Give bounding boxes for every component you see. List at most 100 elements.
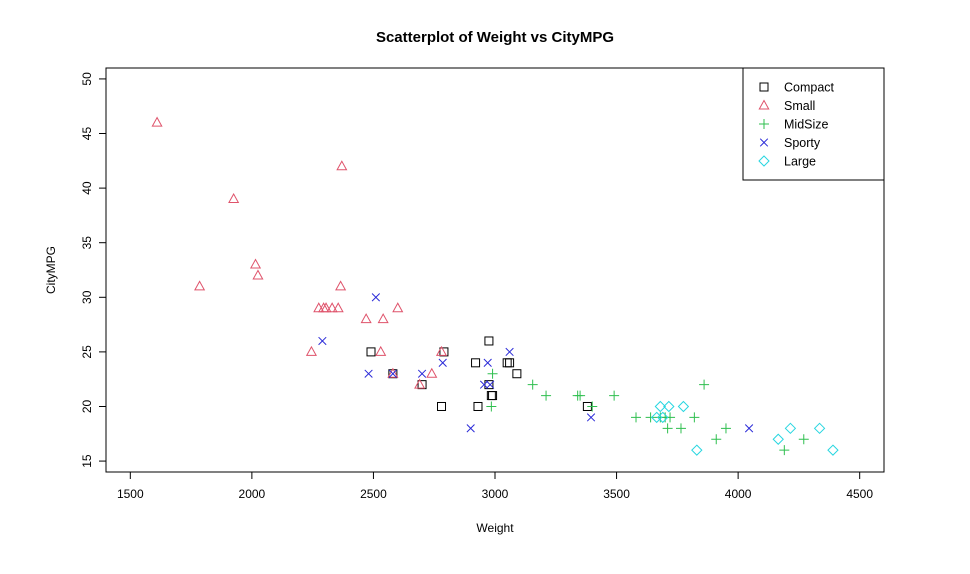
point-midsize — [675, 423, 686, 434]
point-midsize — [631, 412, 642, 423]
point-small — [228, 192, 240, 204]
point-large — [663, 400, 675, 413]
point-large — [654, 400, 667, 413]
y-tick-label: 30 — [80, 290, 94, 304]
y-tick-label: 15 — [80, 454, 94, 468]
y-axis: 15 20 25 30 35 40 45 50 — [80, 72, 107, 468]
point-compact — [471, 358, 481, 368]
point-small — [320, 302, 332, 313]
point-compact — [488, 391, 498, 401]
point-small — [252, 269, 264, 280]
point-compact — [473, 401, 483, 411]
point-large — [657, 411, 669, 424]
point-midsize — [720, 423, 731, 434]
point-compact — [505, 358, 515, 368]
point-small — [332, 302, 344, 313]
point-sporty — [744, 424, 754, 433]
point-compact — [366, 347, 376, 357]
x-tick-label: 2500 — [360, 487, 387, 501]
point-sporty — [371, 293, 381, 302]
point-small — [435, 345, 448, 356]
point-midsize — [575, 390, 586, 401]
point-midsize — [487, 368, 498, 379]
point-sporty — [485, 380, 495, 389]
point-small — [360, 313, 372, 324]
legend-marker-sporty — [759, 138, 769, 147]
point-sporty — [479, 380, 489, 389]
legend-label-large: Large — [784, 155, 816, 169]
point-large — [784, 422, 797, 435]
point-compact — [484, 380, 494, 390]
x-tick-label: 2000 — [239, 487, 266, 501]
point-midsize — [662, 423, 673, 434]
point-small — [194, 280, 206, 291]
point-sporty — [466, 424, 475, 433]
point-midsize — [527, 379, 538, 390]
point-compact — [502, 358, 512, 368]
point-small — [377, 313, 389, 324]
legend-marker-compact — [759, 82, 769, 92]
legend: Compact Small MidSize Sporty Large — [742, 67, 885, 181]
point-sporty — [505, 347, 514, 357]
point-midsize — [665, 412, 676, 423]
x-axis-label: Weight — [476, 521, 514, 535]
series-large — [650, 400, 839, 456]
point-small — [336, 160, 348, 171]
y-tick-label: 45 — [80, 127, 94, 141]
point-small — [426, 367, 438, 378]
series-sporty — [318, 293, 754, 433]
y-tick-label: 35 — [80, 236, 94, 250]
point-sporty — [483, 358, 492, 367]
legend-label-small: Small — [784, 99, 815, 113]
series-compact — [366, 336, 592, 411]
point-midsize — [699, 379, 710, 390]
point-large — [813, 422, 826, 435]
point-compact — [437, 401, 447, 411]
chart-title: Scatterplot of Weight vs CityMPG — [376, 29, 614, 46]
point-small — [392, 302, 404, 313]
x-tick-label: 3500 — [603, 487, 630, 501]
series-midsize — [486, 368, 809, 456]
legend-marker-small — [758, 99, 770, 110]
point-midsize — [779, 445, 790, 456]
point-large — [677, 400, 690, 413]
point-midsize — [541, 390, 552, 401]
point-compact — [512, 369, 522, 379]
legend-label-midsize: MidSize — [784, 118, 829, 132]
point-large — [691, 444, 703, 456]
point-midsize — [645, 412, 656, 423]
y-tick-label: 40 — [80, 181, 94, 195]
point-midsize — [486, 401, 497, 412]
point-small — [249, 258, 262, 269]
point-sporty — [388, 369, 398, 378]
point-midsize — [711, 434, 722, 445]
x-tick-label: 4000 — [725, 487, 752, 501]
series-small — [151, 116, 448, 389]
point-compact — [484, 336, 494, 346]
point-small — [375, 345, 387, 356]
point-midsize — [798, 434, 809, 445]
data-points — [151, 116, 839, 456]
point-sporty — [318, 336, 327, 346]
point-large — [827, 444, 839, 456]
point-large — [772, 433, 784, 445]
point-midsize — [609, 390, 620, 401]
point-small — [387, 367, 399, 378]
x-tick-label: 1500 — [117, 487, 144, 501]
y-axis-label: CityMPG — [44, 246, 58, 294]
legend-marker-large — [758, 155, 770, 167]
point-small — [151, 116, 163, 127]
y-tick-label: 50 — [80, 72, 94, 86]
legend-label-sporty: Sporty — [784, 136, 821, 150]
point-small — [305, 345, 317, 356]
point-small — [326, 302, 338, 313]
point-sporty — [586, 413, 596, 422]
x-tick-label: 3000 — [482, 487, 509, 501]
point-sporty — [438, 358, 447, 367]
legend-marker-midsize — [759, 119, 769, 129]
point-sporty — [417, 369, 427, 378]
point-midsize — [689, 412, 700, 423]
y-tick-label: 20 — [80, 399, 94, 413]
point-midsize — [587, 401, 598, 412]
